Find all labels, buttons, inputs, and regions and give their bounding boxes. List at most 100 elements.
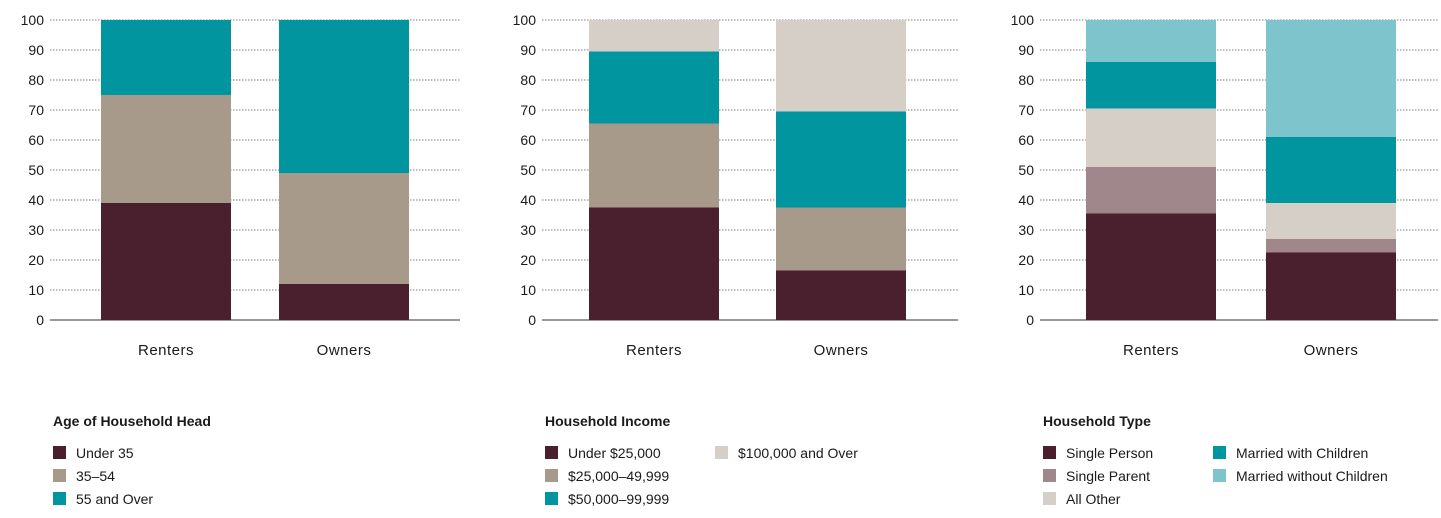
legend-label: Under $25,000 — [568, 444, 661, 461]
legend-label: $100,000 and Over — [738, 444, 858, 461]
legend-items: Under 35 35–54 55 and Over — [53, 441, 253, 510]
bar-segment — [1266, 20, 1396, 137]
y-tick-label: 100 — [21, 12, 45, 28]
legend-swatch — [1213, 446, 1226, 459]
x-category-label: Renters — [1123, 342, 1179, 359]
y-tick-label: 90 — [520, 42, 536, 58]
bar-segment — [1266, 252, 1396, 320]
y-tick-label: 20 — [1018, 252, 1034, 268]
y-tick-label: 80 — [520, 72, 536, 88]
legend-item: $50,000–99,999 — [545, 487, 715, 510]
legend-label: 55 and Over — [76, 490, 154, 507]
bar-segment — [589, 51, 719, 124]
legend-title: Household Type — [1043, 413, 1151, 429]
y-tick-label: 50 — [1018, 162, 1034, 178]
bar-segment — [776, 270, 906, 320]
y-tick-label: 10 — [520, 282, 536, 298]
legend-title: Age of Household Head — [53, 413, 211, 429]
y-tick-label: 90 — [1018, 42, 1034, 58]
legend-label: $25,000–49,999 — [568, 467, 670, 484]
legend-swatch — [53, 492, 66, 505]
legend-label: All Other — [1066, 490, 1121, 507]
legend-item: 35–54 — [53, 464, 253, 487]
legend-item: Under $25,000 — [545, 441, 715, 464]
legend-item: Single Person — [1043, 441, 1213, 464]
legend-swatch — [53, 446, 66, 459]
legend-household-type: Household Type Single Person Single Paren… — [1043, 413, 1441, 510]
y-tick-label: 80 — [1018, 72, 1034, 88]
legend-swatch — [545, 492, 558, 505]
legend-item: Under 35 — [53, 441, 253, 464]
y-tick-label: 20 — [520, 252, 536, 268]
y-tick-label: 40 — [28, 192, 44, 208]
y-tick-label: 10 — [1018, 282, 1034, 298]
bar-segment — [589, 123, 719, 208]
y-tick-label: 50 — [520, 162, 536, 178]
bar-segment — [776, 20, 906, 112]
legend-item: $100,000 and Over — [715, 441, 915, 464]
y-tick-label: 50 — [28, 162, 44, 178]
bar-segment — [776, 111, 906, 208]
legend-label: Married without Children — [1236, 467, 1388, 484]
bar-segment — [776, 207, 906, 271]
y-tick-label: 90 — [28, 42, 44, 58]
bar-segment — [1086, 213, 1216, 320]
x-category-label: Owners — [317, 342, 372, 359]
legend-swatch — [545, 446, 558, 459]
y-tick-label: 20 — [28, 252, 44, 268]
y-tick-label: 40 — [520, 192, 536, 208]
legend-label: 35–54 — [76, 467, 115, 484]
bar-segment — [1086, 167, 1216, 214]
bar-segment — [101, 95, 231, 203]
legend-swatch — [53, 469, 66, 482]
legend-label: Single Parent — [1066, 467, 1151, 484]
bar-segment — [279, 173, 409, 284]
y-tick-label: 30 — [1018, 222, 1034, 238]
y-tick-label: 40 — [1018, 192, 1034, 208]
legend-item: 55 and Over — [53, 487, 253, 510]
y-tick-label: 100 — [1011, 12, 1035, 28]
y-tick-label: 70 — [1018, 102, 1034, 118]
y-tick-label: 70 — [520, 102, 536, 118]
x-category-label: Renters — [626, 342, 682, 359]
y-tick-label: 60 — [28, 132, 44, 148]
legend-item: Married without Children — [1213, 464, 1441, 487]
bar-segment — [279, 20, 409, 173]
legend-swatch — [1043, 492, 1056, 505]
legend-household-income: Household Income Under $25,000 $25,000–49… — [545, 413, 915, 510]
bar-segment — [1086, 108, 1216, 167]
x-category-label: Owners — [1304, 342, 1359, 359]
legend-swatch — [1043, 446, 1056, 459]
legend-item: $25,000–49,999 — [545, 464, 715, 487]
y-tick-label: 30 — [28, 222, 44, 238]
y-tick-label: 0 — [528, 312, 536, 328]
y-tick-label: 60 — [1018, 132, 1034, 148]
y-tick-label: 10 — [28, 282, 44, 298]
chart-household-type: 0 10 20 30 40 50 60 70 80 90 100 Renters Owners — [1011, 12, 1438, 359]
y-tick-label: 100 — [513, 12, 537, 28]
x-category-label: Owners — [814, 342, 869, 359]
bar-segment — [279, 284, 409, 320]
legend-label: $50,000–99,999 — [568, 490, 670, 507]
y-tick-label: 60 — [520, 132, 536, 148]
y-tick-label: 70 — [28, 102, 44, 118]
legend-age-of-household-head: Age of Household Head Under 35 35–54 55 an… — [53, 413, 253, 510]
y-tick-label: 0 — [1026, 312, 1034, 328]
legend-label: Married with Children — [1236, 444, 1369, 461]
y-tick-label: 0 — [36, 312, 44, 328]
bar-segment — [101, 20, 231, 95]
y-tick-label: 30 — [520, 222, 536, 238]
legend-title: Household Income — [545, 413, 671, 429]
x-category-label: Renters — [138, 342, 194, 359]
legend-label: Under 35 — [76, 444, 134, 461]
legend-item: Married with Children — [1213, 441, 1441, 464]
bar-segment — [589, 207, 719, 320]
chart-household-income: 0 10 20 30 40 50 60 70 80 90 100 Renters Owners — [513, 12, 958, 359]
legend-swatch — [715, 446, 728, 459]
legend-items: Single Person Single Parent All Other Marri… — [1043, 441, 1441, 510]
chart-age-of-household-head: 0 10 20 30 40 50 60 70 80 90 100 Renters Owners — [21, 12, 460, 359]
bar-segment — [101, 203, 231, 320]
legend-swatch — [1043, 469, 1056, 482]
bar-segment — [1086, 62, 1216, 109]
